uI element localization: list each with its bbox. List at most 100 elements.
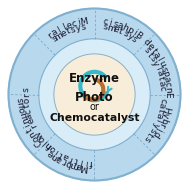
Text: i: i <box>53 147 60 156</box>
Text: l: l <box>61 23 67 32</box>
Text: M: M <box>80 162 88 172</box>
Text: s: s <box>130 34 139 44</box>
Text: n: n <box>50 151 60 162</box>
Text: s: s <box>148 126 158 134</box>
Circle shape <box>54 54 135 135</box>
Text: s: s <box>142 46 152 55</box>
Text: Enzyme: Enzyme <box>69 72 120 85</box>
Text: i: i <box>154 126 164 133</box>
Text: c: c <box>70 19 77 29</box>
Text: a: a <box>157 80 167 87</box>
Text: i: i <box>131 28 138 37</box>
Text: d: d <box>141 37 152 48</box>
Text: m: m <box>68 160 79 171</box>
Text: y: y <box>125 31 135 41</box>
Text: l: l <box>154 56 164 63</box>
Text: l: l <box>42 138 50 146</box>
Text: u: u <box>156 60 167 68</box>
Text: s: s <box>70 25 77 35</box>
Text: n: n <box>20 116 31 125</box>
Text: E: E <box>163 92 173 97</box>
Text: r: r <box>22 93 31 97</box>
Text: f: f <box>89 158 93 167</box>
Text: u: u <box>17 101 27 108</box>
Text: a: a <box>154 69 164 77</box>
Text: s: s <box>50 34 59 44</box>
Text: e: e <box>65 20 73 31</box>
Text: c: c <box>158 98 167 103</box>
Text: m: m <box>105 23 116 34</box>
Text: r: r <box>46 31 55 40</box>
Text: s: s <box>158 65 168 73</box>
Text: t: t <box>73 155 79 165</box>
Text: y: y <box>150 121 161 130</box>
Text: y: y <box>150 59 161 68</box>
Text: or: or <box>90 102 99 112</box>
Text: h: h <box>121 22 129 33</box>
Text: r: r <box>29 122 39 129</box>
Text: B: B <box>133 30 144 41</box>
Text: t: t <box>156 108 166 113</box>
Text: s: s <box>22 87 31 92</box>
Text: t: t <box>25 126 35 133</box>
Text: n: n <box>43 140 54 150</box>
Text: i: i <box>23 122 32 128</box>
Text: a: a <box>116 20 124 31</box>
Text: n: n <box>27 129 38 139</box>
Text: b: b <box>158 116 169 125</box>
Text: s: s <box>142 134 152 143</box>
Text: l: l <box>153 118 162 124</box>
Text: c: c <box>102 17 108 26</box>
Text: M: M <box>80 17 88 27</box>
Text: r: r <box>60 156 67 166</box>
Text: t: t <box>117 27 124 36</box>
Text: i: i <box>108 18 112 27</box>
Text: y: y <box>160 111 170 119</box>
Text: o: o <box>48 143 57 154</box>
Text: t: t <box>22 103 32 108</box>
Text: a: a <box>154 112 164 120</box>
Text: s: s <box>121 29 129 39</box>
Text: m: m <box>53 30 65 42</box>
Text: s: s <box>16 97 26 102</box>
Text: a: a <box>62 151 70 162</box>
Text: s: s <box>81 22 87 32</box>
Text: Photo: Photo <box>75 91 114 104</box>
Text: l: l <box>153 65 162 71</box>
Circle shape <box>39 39 150 150</box>
Text: i: i <box>77 18 81 27</box>
Text: l: l <box>79 157 83 166</box>
Text: o: o <box>18 107 28 114</box>
Text: c: c <box>163 81 172 87</box>
Text: C: C <box>33 137 44 148</box>
Circle shape <box>9 9 180 180</box>
Text: H: H <box>161 106 171 114</box>
Text: e: e <box>112 25 120 35</box>
Text: t: t <box>145 130 155 138</box>
Text: t: t <box>57 149 65 159</box>
Text: t: t <box>149 46 158 55</box>
Text: a: a <box>161 75 171 82</box>
Text: r: r <box>156 122 166 129</box>
Text: p: p <box>160 70 170 78</box>
Text: p: p <box>125 25 134 35</box>
Text: n: n <box>163 86 173 92</box>
Text: a: a <box>25 112 35 120</box>
Text: s: s <box>148 55 158 63</box>
Text: t: t <box>65 27 72 36</box>
Text: y: y <box>75 23 82 33</box>
Text: b: b <box>64 158 73 169</box>
Text: f: f <box>45 141 54 150</box>
Text: t: t <box>156 76 166 81</box>
Text: c: c <box>158 86 167 91</box>
Text: e: e <box>75 161 83 171</box>
Text: a: a <box>157 102 167 109</box>
Text: Chemocatalyst: Chemocatalyst <box>49 113 140 123</box>
Text: e: e <box>26 116 37 125</box>
Text: s: s <box>112 19 119 29</box>
Text: a: a <box>50 27 60 38</box>
Text: o: o <box>37 133 47 143</box>
Text: c: c <box>23 107 33 114</box>
Text: e: e <box>59 28 68 39</box>
Text: o: o <box>22 97 31 103</box>
